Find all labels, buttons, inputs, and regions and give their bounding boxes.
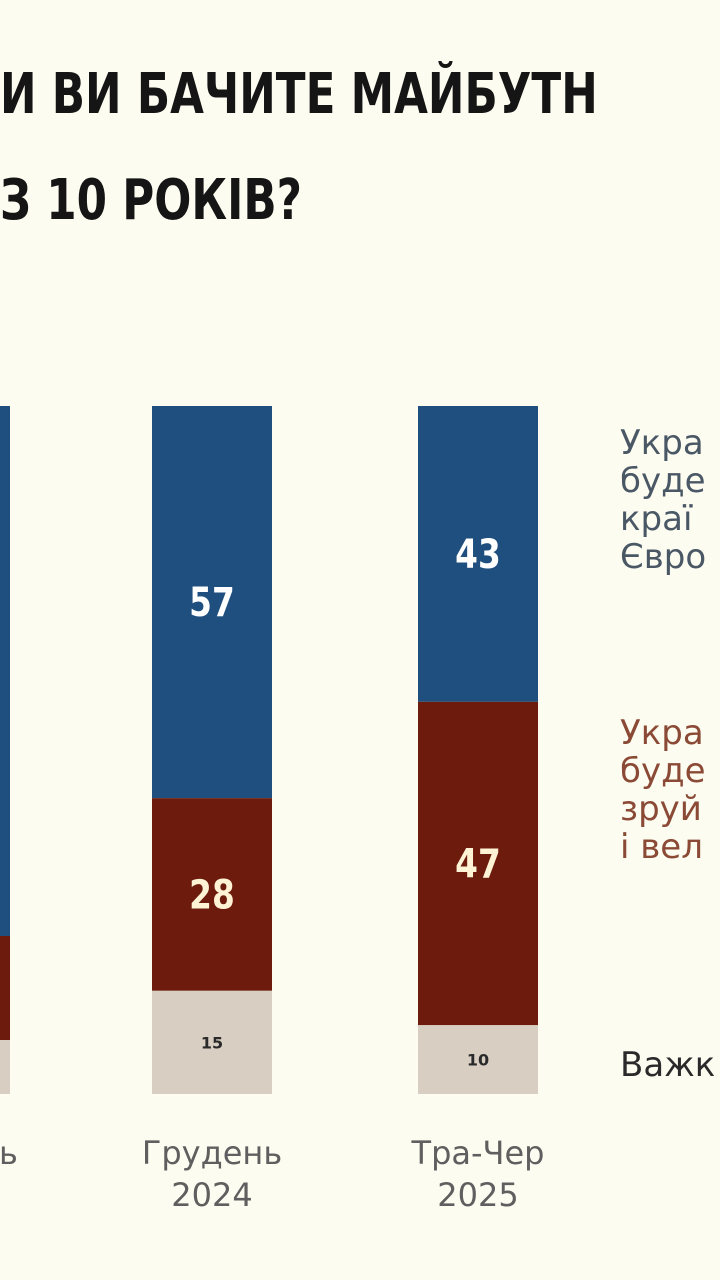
category-label-1: Грудень xyxy=(142,1134,282,1172)
legend-ruined-line-3: і вел xyxy=(620,827,703,867)
data-label-hard-2: 10 xyxy=(467,1051,489,1070)
legend-europe-line-0: Укра xyxy=(620,423,704,463)
category-label-0: нь xyxy=(0,1134,18,1172)
data-label-ruined-1: 28 xyxy=(189,871,235,918)
legend-ruined-line-1: буде xyxy=(620,751,706,791)
bar-segment-ruined-0 xyxy=(0,936,10,1040)
legend-europe-line-3: Євро xyxy=(620,537,707,577)
legend-ruined-line-0: Укра xyxy=(620,713,704,753)
chart-title-line-1: И ВИ БАЧИТЕ МАЙБУТН xyxy=(0,62,598,127)
data-label-ruined-2: 47 xyxy=(455,840,501,887)
bar-segment-europe-1 xyxy=(152,406,272,799)
legend-hard-line-0: Важк xyxy=(620,1045,716,1085)
bar-segment-hard-0 xyxy=(0,1040,10,1094)
chart-title-line-2: З 10 РОКІВ? xyxy=(0,168,302,233)
category-year-label-2: 2025 xyxy=(437,1176,518,1214)
category-label-2: Тра-Чер xyxy=(411,1134,545,1172)
bar-segment-ruined-2 xyxy=(418,701,538,1026)
data-label-europe-1: 57 xyxy=(189,579,235,626)
legend-europe-line-1: буде xyxy=(620,461,706,501)
bar-segment-hard-2 xyxy=(418,1025,538,1094)
category-year-label-1: 2024 xyxy=(171,1176,252,1214)
data-label-europe-2: 43 xyxy=(455,531,501,578)
legend-ruined-line-2: зруй xyxy=(620,789,702,829)
bar-segment-hard-1 xyxy=(152,990,272,1094)
legend-europe-line-2: краї xyxy=(620,499,693,539)
data-label-hard-1: 15 xyxy=(201,1033,223,1052)
bar-segment-europe-0 xyxy=(0,406,10,936)
bar-segment-ruined-1 xyxy=(152,798,272,991)
bar-segment-europe-2 xyxy=(418,406,538,702)
